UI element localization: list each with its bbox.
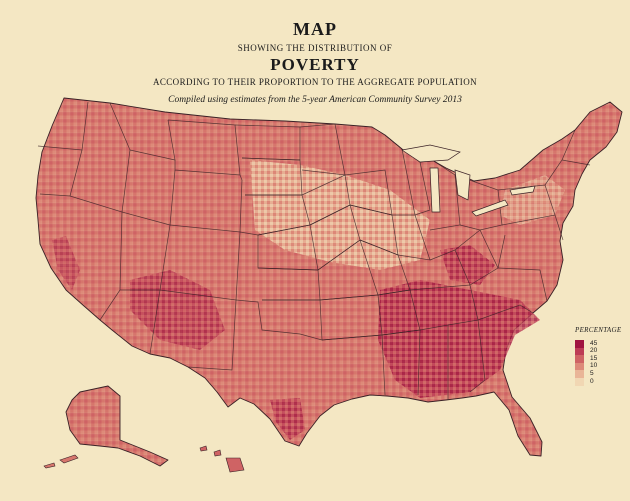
legend-label: 5: [590, 369, 594, 377]
legend-label: 45: [590, 339, 598, 347]
legend-row: 20: [575, 347, 627, 356]
lake-superior: [401, 144, 461, 163]
legend-swatch: [575, 340, 584, 348]
legend-label: 20: [590, 347, 598, 355]
legend-label: 0: [590, 377, 594, 385]
legend-label: 15: [590, 354, 598, 362]
legend-row: 0: [575, 377, 627, 386]
title-block: MAP SHOWING THE DISTRIBUTION OF POVERTY …: [0, 20, 630, 106]
legend-swatch: [575, 370, 584, 378]
legend-row: 10: [575, 362, 627, 371]
legend: PERCENTAGE 45 20 15 10 5: [575, 326, 627, 386]
northeast-light: [500, 175, 565, 225]
plains-region: [250, 160, 430, 270]
legend-label: 10: [590, 362, 598, 370]
lake-erie: [471, 199, 509, 217]
legend-swatch: [575, 377, 584, 386]
map-title-according: ACCORDING TO THEIR PROPORTION TO THE AGG…: [152, 77, 478, 87]
legend-swatch: [575, 347, 584, 356]
legend-swatch: [575, 362, 584, 371]
legend-row: 15: [575, 355, 627, 363]
lake-ontario: [509, 185, 536, 196]
us-land: [35, 97, 623, 457]
lake-michigan: [429, 167, 441, 213]
rio-grande: [270, 398, 305, 440]
map-title-showing: SHOWING THE DISTRIBUTION OF: [237, 43, 393, 53]
map-subject: POVERTY: [270, 55, 360, 74]
legend-swatch: [575, 355, 584, 363]
legend-title: PERCENTAGE: [575, 326, 622, 334]
map-title: MAP: [293, 19, 337, 39]
legend-row: 45: [575, 340, 627, 348]
alaska-land: [65, 385, 169, 467]
central-valley: [52, 236, 80, 290]
hawaii: [199, 445, 245, 473]
alaska-islands: [43, 454, 79, 469]
contiguous-us: [35, 97, 623, 457]
source-note: Compiled using estimates from the 5-year…: [168, 95, 462, 105]
great-lakes: [401, 144, 536, 217]
legend-row: 5: [575, 370, 627, 378]
state-borders: [37, 101, 591, 400]
alaska: [43, 385, 169, 469]
legend-rows: 45 20 15 10 5 0: [575, 340, 627, 386]
appalachia-region: [440, 245, 495, 285]
lake-huron: [454, 169, 471, 201]
